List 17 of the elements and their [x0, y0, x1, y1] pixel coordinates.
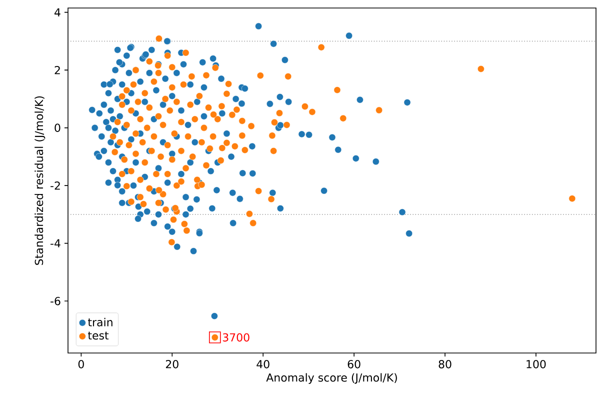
x-tick-label: 80 — [438, 360, 452, 368]
x-tick-label: 40 — [256, 360, 270, 368]
legend-label: test — [88, 332, 109, 340]
annotation: 3700 — [222, 333, 250, 342]
x-axis-title: Anomaly score (J/mol/K) — [266, 373, 397, 384]
y-tick-label: 0 — [54, 124, 60, 132]
x-tick-label: 60 — [348, 360, 360, 368]
x-tick-label: 20 — [166, 360, 178, 368]
y-tick-label: 2 — [54, 66, 60, 74]
y-tick-label: 4 — [54, 8, 60, 16]
x-tick-label: 0 — [78, 360, 84, 368]
y-tick-label: -2 — [50, 181, 60, 190]
x-tick-label: 100 — [526, 360, 546, 368]
legend-label: train — [88, 318, 112, 326]
y-axis-title: Standardized residual (J/mol/K) — [34, 96, 46, 265]
y-tick-label: -6 — [50, 296, 60, 306]
y-tick-label: -4 — [50, 239, 60, 248]
